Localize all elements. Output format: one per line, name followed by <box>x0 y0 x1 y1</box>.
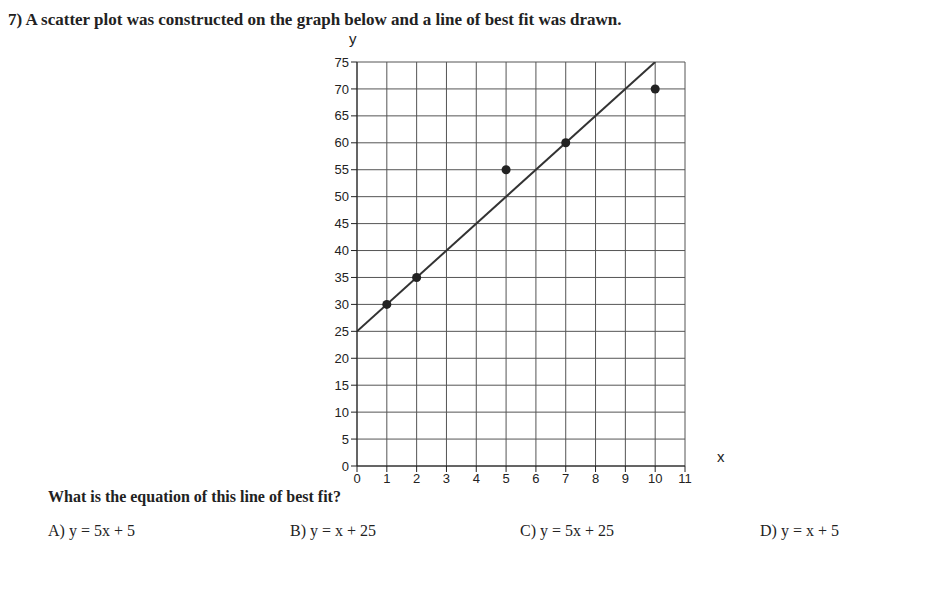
svg-text:25: 25 <box>335 324 349 339</box>
svg-text:45: 45 <box>335 216 349 231</box>
html-text:y: y <box>349 30 357 47</box>
svg-text:0: 0 <box>342 459 349 474</box>
svg-text:7: 7 <box>562 471 569 486</box>
svg-text:11: 11 <box>678 471 692 486</box>
svg-text:70: 70 <box>335 82 349 97</box>
html-text:What is the equation of this l: What is the equation of this line of bes… <box>48 488 341 505</box>
svg-text:1: 1 <box>383 471 390 486</box>
svg-text:9: 9 <box>622 471 629 486</box>
svg-text:35: 35 <box>335 270 349 285</box>
svg-text:5: 5 <box>342 432 349 447</box>
svg-text:8: 8 <box>592 471 599 486</box>
html-text:7) A scatter plot was construc: 7) A scatter plot was constructed on the… <box>8 10 622 29</box>
html-text:D) y = x + 5: D) y = x + 5 <box>760 522 839 539</box>
svg-text:30: 30 <box>335 297 349 312</box>
svg-text:20: 20 <box>335 351 349 366</box>
svg-text:5: 5 <box>502 471 509 486</box>
svg-text:3: 3 <box>443 471 450 486</box>
svg-text:55: 55 <box>335 162 349 177</box>
svg-text:60: 60 <box>335 135 349 150</box>
svg-text:4: 4 <box>473 471 480 486</box>
html-text:B) y = x + 25: B) y = x + 25 <box>290 522 376 539</box>
svg-text:10: 10 <box>335 405 349 420</box>
html-text:C) y = 5x + 25: C) y = 5x + 25 <box>520 522 614 539</box>
svg-text:50: 50 <box>335 189 349 204</box>
svg-text:6: 6 <box>532 471 539 486</box>
svg-text:40: 40 <box>335 243 349 258</box>
svg-text:15: 15 <box>335 378 349 393</box>
svg-text:75: 75 <box>335 55 349 70</box>
svg-text:2: 2 <box>413 471 420 486</box>
svg-text:0: 0 <box>353 471 360 486</box>
svg-text:10: 10 <box>648 471 662 486</box>
svg-text:65: 65 <box>335 108 349 123</box>
html-text:x: x <box>717 448 725 465</box>
html-text:A) y = 5x + 5: A) y = 5x + 5 <box>48 522 135 539</box>
